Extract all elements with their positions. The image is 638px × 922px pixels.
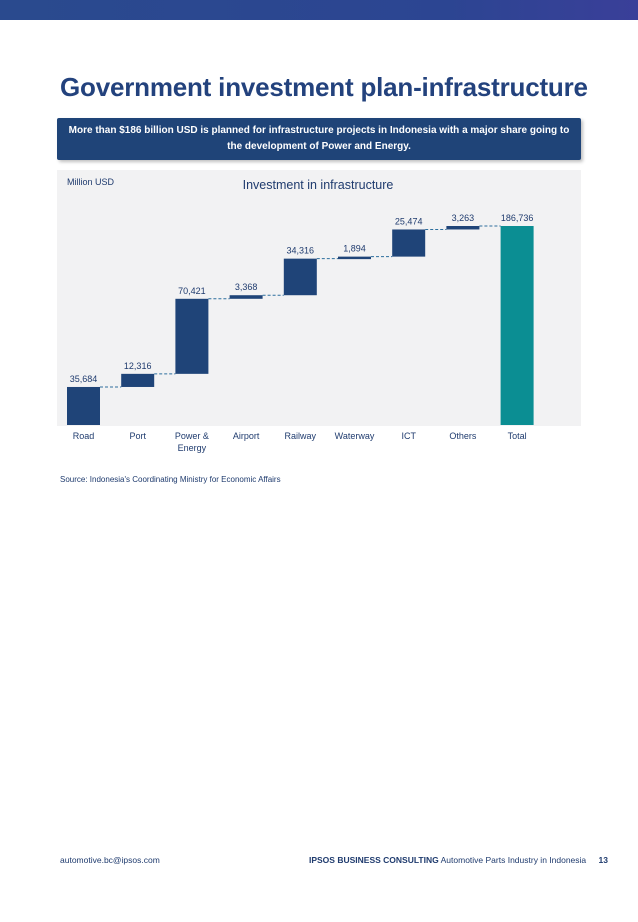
data-label-7: 3,263 [452, 213, 475, 223]
bar-0 [67, 386, 100, 425]
footer-info: IPSOS BUSINESS CONSULTING Automotive Par… [309, 855, 608, 865]
bar-5 [338, 256, 371, 260]
source-note: Source: Indonesia's Coordinating Ministr… [60, 475, 281, 484]
x-tick-label-0: Road [73, 431, 95, 441]
footer-email[interactable]: automotive.bc@ipsos.com [60, 855, 160, 865]
x-tick-label-1: Port [129, 431, 146, 441]
footer-doc-title: Automotive Parts Industry in Indonesia [440, 855, 587, 865]
page-number: 13 [598, 855, 608, 865]
bar-7 [446, 226, 480, 230]
summary-banner: More than $186 billion USD is planned fo… [57, 118, 581, 160]
data-label-0: 35,684 [70, 374, 98, 384]
bar-2 [175, 298, 209, 374]
x-tick-label-2: Power & Energy [175, 431, 209, 453]
x-tick-label-6: ICT [401, 431, 416, 441]
x-tick-label-4: Railway [285, 431, 317, 441]
x-tick-label-5: Waterway [335, 431, 375, 441]
x-tick-label-3: Airport [233, 431, 260, 441]
data-label-5: 1,894 [343, 244, 366, 254]
x-tick-label-8: Total [508, 431, 527, 441]
bar-3 [229, 295, 263, 299]
data-label-6: 25,474 [395, 216, 423, 226]
data-label-2: 70,421 [178, 286, 206, 296]
summary-text: More than $186 billion USD is planned fo… [68, 125, 570, 152]
bar-8 [500, 226, 534, 425]
top-banner-bar [0, 0, 638, 20]
waterfall-chart: Investment in infrastructure Million USD 3… [67, 177, 534, 453]
data-label-8: 186,736 [501, 213, 534, 223]
data-label-4: 34,316 [287, 246, 315, 256]
page-title: Government investment plan-infrastructur… [60, 72, 588, 102]
chart-title: Investment in infrastructure [243, 178, 394, 192]
bar-6 [392, 229, 426, 257]
footer-brand: IPSOS BUSINESS CONSULTING [308, 855, 439, 865]
x-tick-label-7: Others [449, 431, 477, 441]
bar-1 [121, 373, 155, 387]
data-label-1: 12,316 [124, 361, 152, 371]
data-label-3: 3,368 [235, 282, 258, 292]
y-axis-label: Million USD [67, 177, 115, 187]
bar-4 [283, 258, 317, 296]
